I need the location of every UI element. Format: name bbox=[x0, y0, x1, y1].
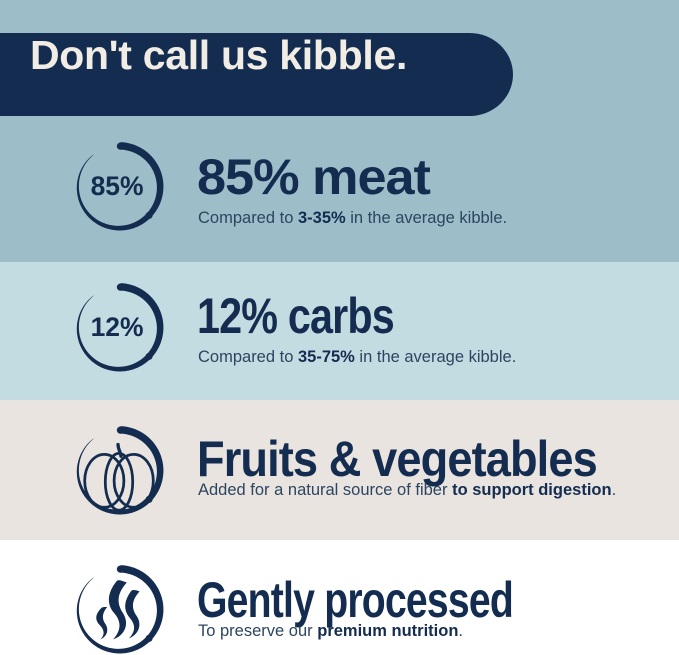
svg-text:85%: 85% bbox=[91, 171, 144, 201]
svg-text:12%: 12% bbox=[91, 312, 144, 342]
